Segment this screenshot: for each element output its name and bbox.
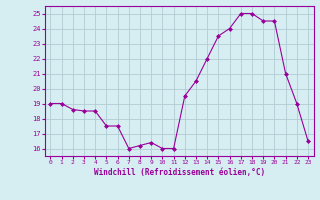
X-axis label: Windchill (Refroidissement éolien,°C): Windchill (Refroidissement éolien,°C) — [94, 168, 265, 177]
